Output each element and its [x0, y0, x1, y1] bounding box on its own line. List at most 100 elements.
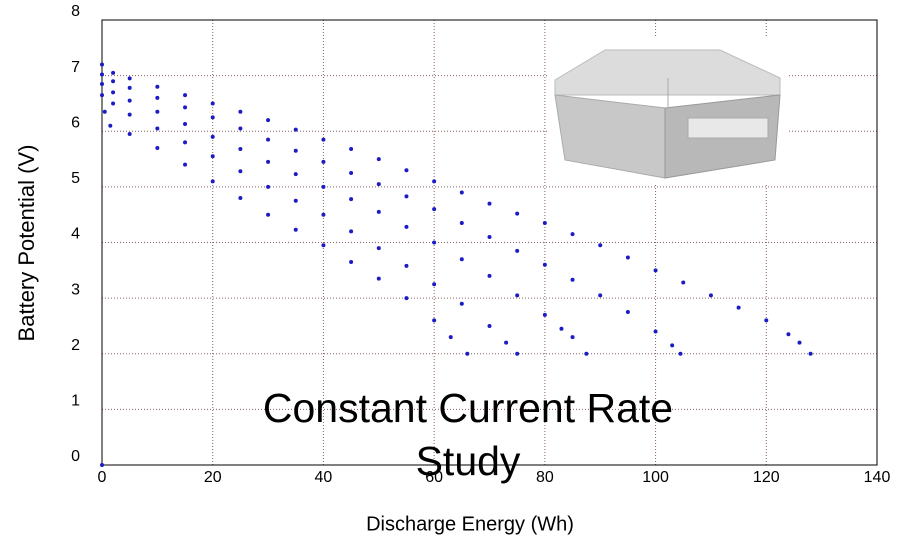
data-point	[376, 276, 381, 281]
data-point	[238, 147, 243, 152]
data-point	[266, 137, 271, 142]
data-point	[559, 326, 564, 331]
data-point	[448, 335, 453, 340]
data-point	[266, 159, 271, 164]
data-point	[653, 329, 658, 334]
data-point	[670, 343, 675, 348]
data-point	[625, 310, 630, 315]
data-point	[108, 123, 113, 128]
data-point	[349, 229, 354, 234]
data-point	[570, 232, 575, 237]
data-point	[570, 277, 575, 282]
data-point	[432, 179, 437, 184]
y-axis-title: Battery Potential (V)	[14, 145, 39, 342]
data-point	[183, 105, 188, 110]
y-tick-label: 8	[71, 3, 80, 20]
data-point	[764, 318, 769, 323]
data-point	[542, 262, 547, 267]
data-point	[487, 273, 492, 278]
data-point	[100, 93, 104, 98]
plot-frame	[101, 19, 878, 466]
x-tick-label: 100	[642, 469, 669, 486]
data-point	[598, 243, 603, 248]
x-tick-label: 0	[98, 469, 107, 486]
data-point	[432, 207, 437, 212]
data-point	[111, 90, 116, 95]
y-tick-label: 1	[71, 393, 80, 410]
data-point	[459, 301, 464, 306]
data-point	[127, 76, 132, 81]
data-point	[404, 263, 409, 268]
y-tick-label: 2	[71, 337, 80, 354]
data-point	[155, 126, 160, 131]
data-point	[266, 184, 271, 189]
data-point	[459, 221, 464, 226]
data-point	[183, 140, 188, 145]
x-axis-title: Discharge Energy (Wh)	[366, 513, 574, 535]
data-point	[584, 351, 589, 356]
data-point	[183, 162, 188, 167]
data-point	[127, 85, 132, 90]
data-point	[349, 197, 354, 202]
data-point	[404, 224, 409, 229]
data-point	[349, 147, 354, 152]
data-point	[487, 323, 492, 328]
data-point	[487, 201, 492, 206]
data-point	[653, 268, 658, 273]
data-point	[100, 72, 104, 77]
data-point	[542, 312, 547, 317]
data-point	[111, 101, 116, 106]
y-tick-label: 7	[71, 59, 80, 76]
y-tick-label: 4	[71, 226, 80, 243]
data-point	[625, 255, 630, 260]
data-point	[515, 248, 520, 253]
x-tick-label: 20	[204, 469, 222, 486]
data-point	[183, 122, 188, 127]
data-point	[542, 221, 547, 226]
data-point	[570, 335, 575, 340]
data-point	[376, 182, 381, 187]
x-tick-label: 60	[425, 469, 443, 486]
data-point	[376, 246, 381, 251]
data-point	[404, 168, 409, 173]
data-point	[376, 209, 381, 214]
data-point	[238, 196, 243, 200]
data-point	[321, 137, 326, 142]
data-point	[708, 293, 713, 298]
data-point	[321, 184, 326, 189]
data-point	[155, 145, 160, 150]
data-point	[293, 227, 298, 232]
data-point	[465, 351, 470, 356]
data-point	[515, 211, 520, 216]
data-point	[736, 305, 741, 310]
battery-illustration	[548, 38, 788, 183]
data-point	[100, 81, 104, 86]
data-point	[598, 293, 603, 298]
data-point	[797, 340, 802, 345]
x-tick-label: 80	[536, 469, 554, 486]
y-tick-label: 0	[71, 448, 80, 465]
y-tick-label: 5	[71, 170, 80, 187]
x-tick-label: 140	[864, 469, 891, 486]
data-point	[515, 351, 520, 356]
data-point	[321, 159, 326, 164]
data-point	[183, 93, 188, 98]
data-point	[127, 112, 132, 117]
y-tick-label: 6	[71, 114, 80, 131]
data-point	[681, 280, 686, 285]
data-point	[100, 463, 104, 467]
y-tick-label: 3	[71, 281, 80, 298]
data-point	[111, 70, 116, 75]
data-point	[808, 351, 813, 356]
data-point	[293, 198, 298, 203]
data-point	[459, 190, 464, 195]
data-point	[432, 282, 437, 287]
data-point	[155, 95, 160, 100]
data-point	[210, 134, 215, 139]
data-point	[293, 148, 298, 153]
data-point	[321, 243, 326, 248]
data-point	[376, 157, 381, 162]
data-point	[238, 109, 243, 114]
